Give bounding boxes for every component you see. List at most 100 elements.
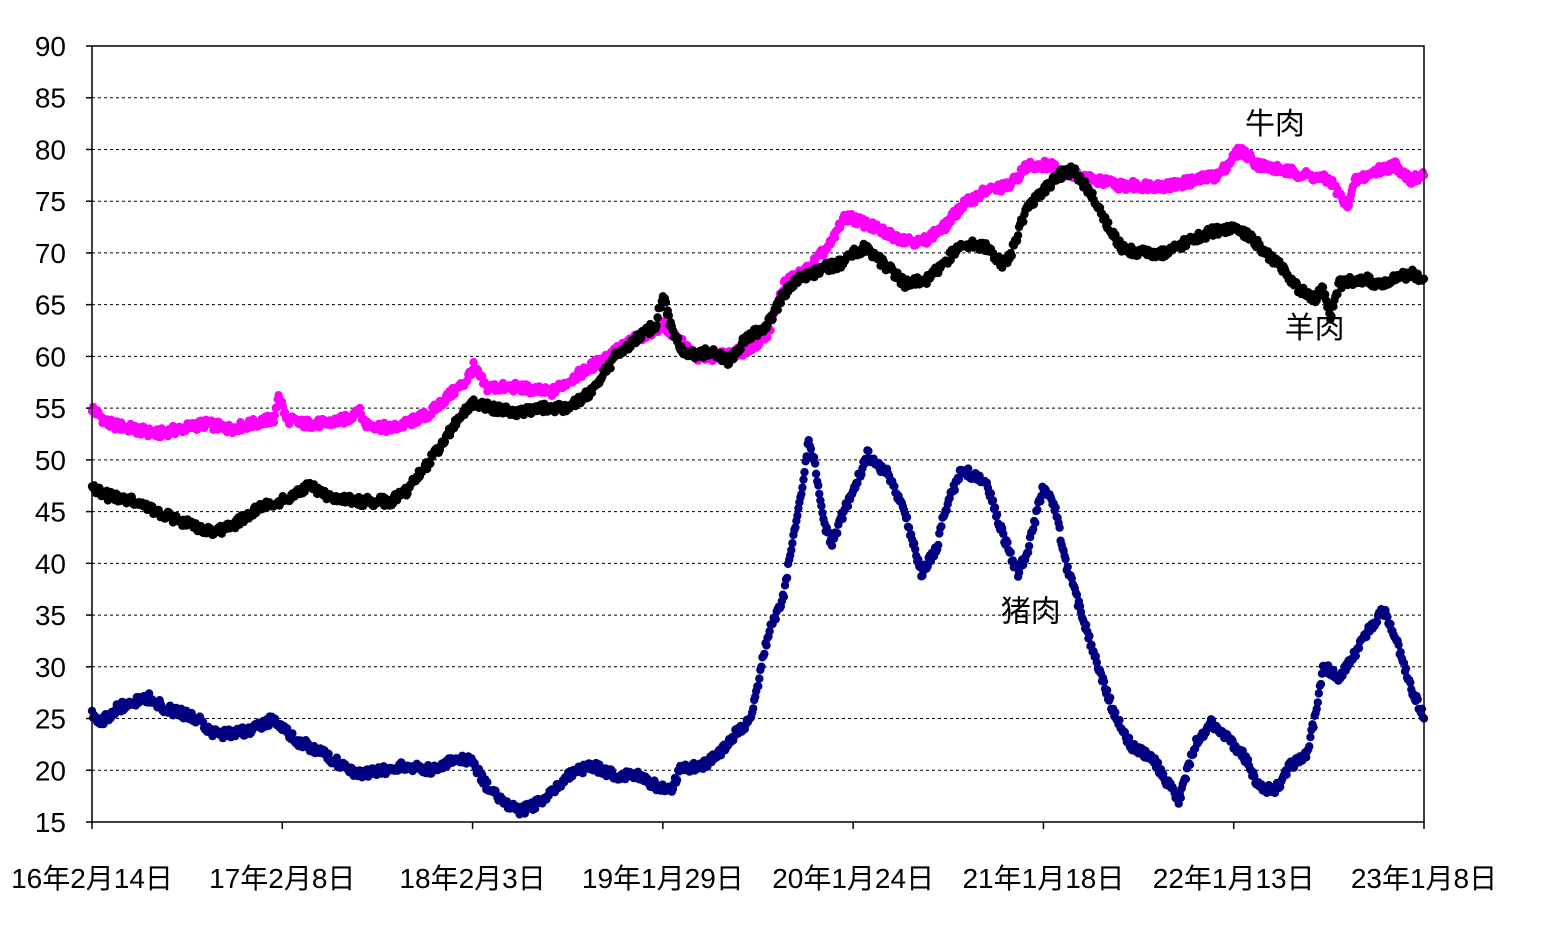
data-point (827, 541, 837, 550)
data-point (911, 545, 920, 554)
data-point (914, 555, 923, 564)
data-point (1115, 715, 1124, 725)
data-point (954, 475, 964, 484)
data-point (1013, 231, 1023, 240)
data-point (270, 411, 280, 420)
y-tick-label: 90 (35, 31, 66, 62)
data-point (768, 315, 777, 324)
data-point (303, 415, 313, 424)
x-tick-label: 16年2月14日 (11, 863, 173, 894)
data-point (1176, 793, 1186, 802)
series-2 (87, 162, 1429, 540)
data-point (749, 704, 758, 713)
data-point (1087, 640, 1096, 649)
data-point (762, 641, 771, 650)
data-point (1201, 234, 1211, 243)
data-point (1023, 548, 1033, 557)
data-point (483, 778, 492, 787)
data-point (1313, 698, 1323, 707)
y-tick-label: 80 (35, 134, 66, 165)
data-point (814, 481, 823, 490)
x-axis: 16年2月14日 17年2月8日 18年2月3日 19年1月29日 20年1月24日 21… (11, 822, 1497, 894)
data-point (1082, 620, 1091, 629)
data-point (1354, 643, 1364, 653)
x-tick-label: 21年1月18日 (962, 863, 1124, 894)
series-label: 猪肉 (1001, 595, 1061, 628)
y-tick-label: 85 (35, 83, 66, 114)
data-point (811, 469, 821, 478)
data-point (1333, 290, 1342, 299)
data-point (1029, 524, 1038, 534)
data-point (1396, 648, 1405, 657)
data-point (763, 333, 772, 342)
y-tick-label: 45 (35, 497, 66, 528)
data-point (937, 522, 946, 531)
y-tick-label: 75 (35, 186, 66, 217)
data-point (755, 674, 764, 683)
plot-frame (91, 45, 1425, 823)
data-point (1305, 742, 1314, 751)
y-tick-label: 40 (35, 548, 66, 579)
data-point (843, 502, 853, 511)
x-tick-label: 19年1月29日 (582, 863, 744, 894)
data-point (1309, 723, 1318, 732)
data-point (426, 459, 435, 468)
data-point (934, 540, 943, 550)
data-point (1031, 518, 1040, 527)
data-point (1085, 631, 1094, 641)
data-point (1070, 164, 1080, 173)
series-label: 羊肉 (1285, 312, 1345, 345)
data-point (757, 662, 766, 671)
data-point (1413, 695, 1422, 704)
data-point (1314, 689, 1324, 698)
data-point (1318, 283, 1328, 292)
data-point (806, 444, 816, 453)
data-point (1019, 217, 1028, 226)
data-point (1306, 733, 1315, 742)
data-point (1007, 251, 1016, 260)
y-tick-label: 15 (35, 807, 66, 838)
data-point (674, 333, 683, 342)
data-point (653, 313, 662, 322)
data-point (1394, 640, 1403, 650)
data-point (269, 418, 279, 427)
data-point (904, 523, 914, 532)
x-tick-label: 17年2月8日 (209, 863, 355, 894)
data-point (1033, 505, 1042, 514)
data-point (1051, 503, 1060, 512)
y-tick-label: 60 (35, 341, 66, 372)
data-point (664, 311, 673, 320)
data-point (1316, 679, 1326, 689)
data-point (791, 523, 800, 532)
data-point (942, 506, 951, 515)
data-point (1099, 677, 1109, 686)
series-3 (87, 436, 1429, 819)
data-point (864, 446, 873, 456)
data-point (1106, 693, 1115, 702)
y-tick-label: 35 (35, 600, 66, 631)
data-point (1063, 562, 1072, 572)
y-axis: 15 20 25 30 35 40 45 50 55 60 65 70 75 80 85 90 (35, 31, 92, 838)
data-point (1061, 554, 1070, 564)
data-point (1088, 188, 1097, 198)
data-point (1417, 704, 1427, 713)
data-point (1092, 658, 1102, 667)
data-point (782, 573, 792, 583)
data-point (773, 305, 782, 315)
data-point (838, 514, 847, 524)
data-point (986, 489, 996, 498)
data-point (1153, 758, 1163, 767)
data-point (1006, 548, 1015, 557)
data-point (672, 775, 682, 785)
data-point (1351, 651, 1361, 661)
data-point (1406, 678, 1415, 687)
data-point (787, 545, 796, 555)
data-point (950, 485, 959, 495)
data-point (1401, 664, 1411, 673)
data-point (902, 513, 912, 522)
data-point (890, 482, 899, 491)
x-tick-label: 20年1月24日 (772, 863, 934, 894)
data-point (1185, 760, 1195, 769)
